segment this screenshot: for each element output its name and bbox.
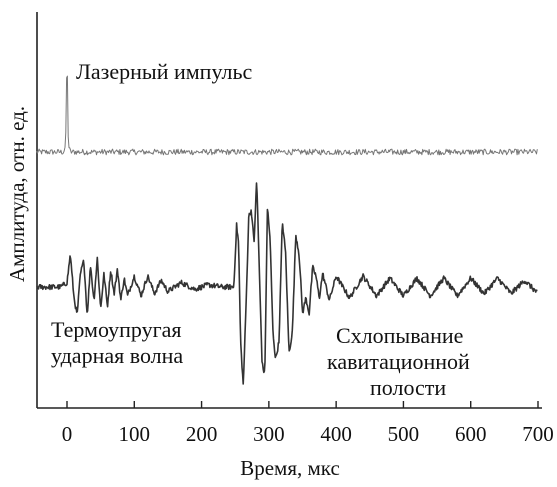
annotation-collapse-1: Схлопывание [336, 323, 463, 348]
x-tick-label: 0 [62, 422, 73, 446]
x-tick-label: 200 [186, 422, 218, 446]
annotation-thermoelastic-2: ударная волна [51, 343, 183, 368]
annotation-thermoelastic-1: Термоупругая [51, 317, 182, 342]
annotation-collapse-3: полости [370, 375, 446, 400]
y-axis-label: Амплитуда, отн. ед. [5, 106, 29, 282]
x-tick-label: 600 [455, 422, 487, 446]
x-tick-label: 500 [388, 422, 420, 446]
x-tick-label: 700 [522, 422, 554, 446]
annotation-collapse-2: кавитационной [327, 349, 470, 374]
x-tick-label: 100 [119, 422, 151, 446]
series-line-acoustic-signal [36, 182, 538, 385]
x-tick-label: 300 [253, 422, 285, 446]
annotation-laser-pulse: Лазерный импульс [76, 59, 252, 84]
x-axis-label: Время, мкс [240, 456, 340, 480]
x-tick-label: 400 [320, 422, 352, 446]
x-ticks: 0 100 200 300 400 500 600 700 [62, 401, 554, 446]
series-line-laser-pulse [36, 75, 538, 156]
